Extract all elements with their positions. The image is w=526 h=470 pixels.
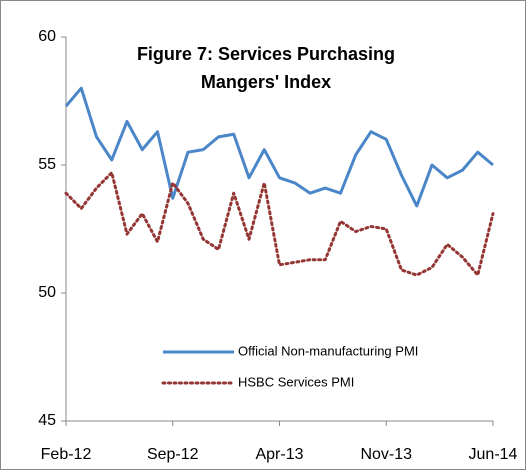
- x-tick-label: Feb-12: [41, 446, 92, 463]
- legend-label: Official Non-manufacturing PMI: [238, 343, 418, 358]
- chart-title: Figure 7: Services Purchasing: [137, 44, 395, 64]
- y-tick-label: 45: [38, 412, 56, 429]
- series-line: [64, 171, 495, 277]
- x-tick-label: Sep-12: [147, 446, 199, 463]
- series-line: [64, 86, 494, 208]
- legend-label: HSBC Services PMI: [238, 374, 354, 389]
- y-tick-label: 50: [38, 284, 56, 301]
- chart-title: Mangers' Index: [201, 72, 331, 92]
- y-tick-label: 55: [38, 156, 56, 173]
- x-tick-label: Nov-13: [360, 446, 412, 463]
- x-tick-label: Apr-13: [255, 446, 303, 463]
- x-tick-label: Jun-14: [469, 446, 518, 463]
- y-tick-label: 60: [38, 28, 56, 45]
